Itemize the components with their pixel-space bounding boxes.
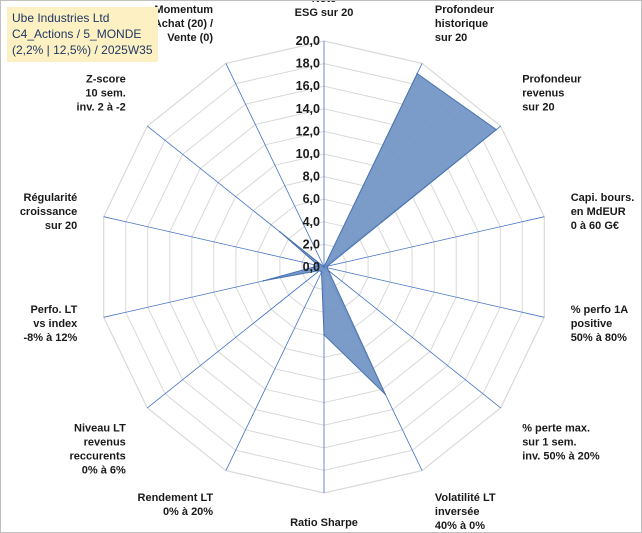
axis-label: Rendement LT 0% à 20% [138, 492, 214, 518]
axis-label-line: 0 à 1 [312, 531, 336, 532]
axis-label-line: Achat (20) / [154, 18, 213, 30]
data-point [327, 269, 330, 272]
axis-label-line: 10 sem. [85, 88, 125, 100]
data-point [416, 72, 419, 75]
axis-label-line: Profondeur [522, 74, 582, 86]
axis-spoke [323, 266, 501, 409]
axis-label-line: vs index [33, 318, 78, 330]
axis-label-line: % perfo 1A [571, 304, 629, 316]
radial-tick-labels: 0,0 2,0 4,0 6,0 8,0 10,0 12,0 14,0 16,0 18,0 20,0 [296, 34, 320, 274]
axis-label-line: 0% à 20% [163, 506, 213, 518]
axis-label: Régularité croissance sur 20 [20, 192, 77, 232]
axis-label-line: Volatilité LT [435, 492, 496, 504]
axis-label: Z-score 10 sem. inv. 2 à -2 [76, 74, 125, 114]
tick-label: 4,0 [303, 215, 320, 229]
axis-label-line: en MdEUR [571, 206, 626, 218]
axis-label: Capi. bours. en MdEUR 0 à 60 G€ [571, 192, 635, 232]
data-point [326, 265, 329, 268]
data-point [320, 271, 323, 273]
data-point [318, 269, 321, 272]
axis-label-line: inv. 50% à 20% [522, 451, 600, 463]
axis-label-line: croissance [20, 206, 77, 218]
axis-label: Note ESG sur 20 [295, 1, 354, 19]
axis-label: Profondeur historique sur 20 [435, 4, 495, 44]
axis-spoke [103, 216, 325, 268]
axis-label-line: Niveau LT [74, 423, 126, 435]
axis-label-line: inversée [435, 506, 480, 518]
company-name: Ube Industries Ltd [12, 11, 110, 25]
axis-label-line: Vente (0) [167, 32, 213, 44]
radar-series [262, 72, 498, 396]
axis-label-line: Note [312, 1, 336, 5]
axis-label: Volatilité LT inversée 40% à 0% [435, 492, 496, 532]
axis-label-line: revenus [84, 437, 126, 449]
axis-label-line: revenus [522, 88, 564, 100]
axis-label: Ratio Sharpe 0 à 1 [290, 517, 358, 532]
axis-label: Niveau LT revenus reccurents 0% à 6% [70, 423, 127, 477]
tick-label: 0,0 [303, 260, 320, 274]
axis-label-line: 50% à 80% [571, 332, 627, 344]
axis-label-line: Z-score [86, 74, 126, 86]
axis-spoke [147, 266, 325, 409]
axis-label-line: sur 1 sem. [522, 437, 576, 449]
axis-label-line: historique [435, 18, 488, 30]
data-point [317, 264, 320, 267]
axis-label-line: 40% à 0% [435, 520, 485, 532]
tick-label: 18,0 [296, 57, 320, 71]
tick-label: 14,0 [296, 102, 320, 116]
tick-label: 6,0 [303, 192, 320, 206]
data-point [323, 334, 325, 336]
axis-label-line: Perfo. LT [30, 304, 77, 316]
axis-label-line: sur 20 [45, 220, 77, 232]
axis-label-line: 0 à 60 G€ [571, 220, 619, 232]
axis-spoke [323, 266, 545, 318]
axis-label-line: Ratio Sharpe [290, 517, 358, 529]
axis-label: Momentum Achat (20) / Vente (0) [154, 4, 214, 44]
tick-label: 16,0 [296, 79, 320, 93]
data-point [279, 231, 281, 233]
series-area [263, 72, 498, 395]
axis-label: Perfo. LT vs index -8% à 12% [23, 304, 78, 344]
axis-label: % perfo 1A positive 50% à 80% [571, 304, 629, 344]
tick-label: 8,0 [303, 170, 320, 184]
axis-label-line: Profondeur [435, 4, 495, 16]
axis-label: % perte max. sur 1 sem. inv. 50% à 20% [522, 423, 600, 463]
axis-label-line: inv. 2 à -2 [76, 102, 125, 114]
axis-spoke [225, 266, 325, 471]
portfolio-name: C4_Actions / 5_MONDE [12, 27, 142, 41]
tick-label: 20,0 [296, 34, 320, 48]
axis-label-line: 0% à 6% [82, 465, 126, 477]
axis-spoke [323, 216, 545, 268]
axis-label-line: reccurents [70, 451, 126, 463]
axis-spoke [225, 63, 325, 268]
axis-label-line: -8% à 12% [23, 332, 77, 344]
axis-label-line: sur 20 [522, 102, 554, 114]
axis-label-line: % perte max. [522, 423, 590, 435]
tick-label: 12,0 [296, 124, 320, 138]
axis-label-line: Momentum [154, 4, 213, 16]
axis-label-line: positive [571, 318, 613, 330]
data-point [262, 280, 265, 282]
axis-label-line: Régularité [24, 192, 78, 204]
axis-label-line: sur 20 [435, 32, 467, 44]
data-point [323, 266, 325, 268]
axis-label-line: Rendement LT [138, 492, 214, 504]
tick-label: 2,0 [303, 237, 320, 251]
period-label: (2,2% | 12,5%) / 2025W35 [12, 43, 153, 57]
axis-label: Profondeur revenus sur 20 [522, 74, 582, 114]
data-point [384, 393, 387, 396]
data-point [326, 267, 329, 269]
axis-label-line: Capi. bours. [571, 192, 635, 204]
axis-label-line: ESG sur 20 [295, 7, 354, 19]
tick-label: 10,0 [296, 147, 320, 161]
data-point [495, 128, 498, 131]
axis-labels: Note ESG sur 20 Profondeur historique sur 20… [20, 1, 634, 532]
chart-title-box: Ube Industries Ltd C4_Actions / 5_MONDE … [7, 7, 158, 62]
